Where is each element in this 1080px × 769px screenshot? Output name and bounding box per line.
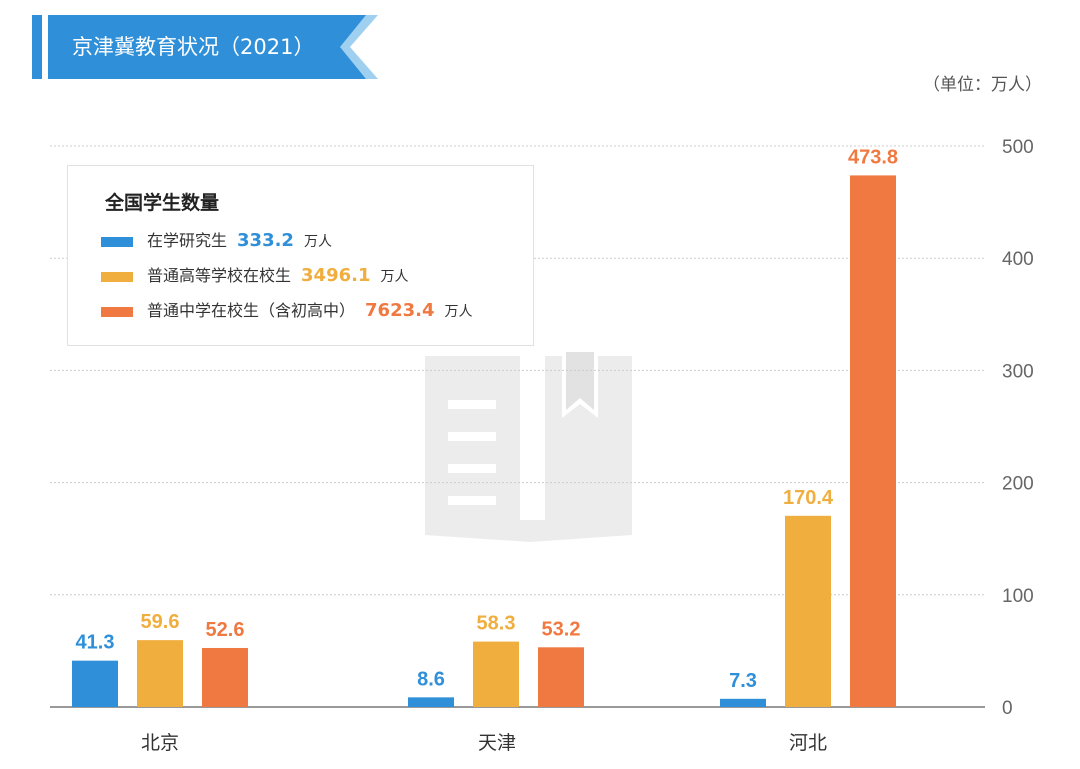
legend-value: 7623.4	[365, 300, 435, 321]
legend-unit: 万人	[303, 234, 332, 250]
legend-item-university: 普通高等学校在校生 3496.1 万人	[101, 264, 408, 288]
title-banner-shape	[32, 15, 378, 79]
bar	[72, 660, 118, 707]
data-label: 58.3	[477, 613, 516, 635]
x-category-label: 天津	[478, 732, 516, 754]
legend-value: 333.2	[237, 230, 294, 251]
bar	[850, 175, 896, 708]
legend-label: 普通中学在校生（含初高中）	[147, 301, 356, 320]
book-watermark-icon	[425, 352, 632, 542]
legend-swatch-blue	[101, 236, 133, 247]
bar	[538, 647, 584, 707]
data-label: 8.6	[417, 668, 445, 690]
x-category-label: 河北	[789, 732, 827, 754]
y-tick-label: 200	[1002, 474, 1034, 495]
legend-title: 全国学生数量	[105, 192, 220, 214]
unit-label: （单位：万人）	[923, 75, 1042, 95]
y-tick-label: 400	[1002, 249, 1034, 270]
data-label: 52.6	[206, 619, 245, 641]
data-label: 7.3	[729, 670, 757, 692]
bar	[785, 515, 831, 707]
y-tick-label: 300	[1002, 361, 1034, 382]
legend-unit: 万人	[444, 304, 473, 320]
legend-value: 3496.1	[301, 265, 371, 286]
y-tick-label: 100	[1002, 586, 1034, 607]
bar	[202, 647, 248, 707]
bar	[137, 640, 183, 707]
y-tick-label: 0	[1002, 698, 1013, 719]
legend-unit: 万人	[380, 269, 409, 285]
bar	[720, 698, 766, 707]
legend-swatch-orange	[101, 306, 133, 317]
legend-label: 普通高等学校在校生	[147, 266, 292, 285]
bar	[408, 697, 454, 707]
chart-title: 京津冀教育状况（2021）	[72, 35, 315, 59]
title-banner: 京津冀教育状况（2021）	[32, 15, 378, 79]
data-label: 170.4	[783, 487, 834, 509]
data-label: 473.8	[848, 146, 898, 168]
x-category-label: 北京	[141, 732, 179, 754]
legend: 全国学生数量 在学研究生 333.2 万人 普通高等学校在校生 3496.1 万人 普通…	[67, 165, 534, 346]
bar	[473, 641, 519, 707]
data-label: 59.6	[141, 611, 180, 633]
data-label: 41.3	[76, 632, 115, 654]
legend-label: 在学研究生	[147, 231, 228, 250]
legend-swatch-yellow	[101, 271, 133, 282]
y-tick-label: 500	[1002, 137, 1034, 158]
data-label: 53.2	[542, 618, 581, 640]
legend-item-graduate: 在学研究生 333.2 万人	[101, 229, 332, 253]
legend-item-middle-school: 普通中学在校生（含初高中） 7623.4 万人	[101, 299, 472, 323]
